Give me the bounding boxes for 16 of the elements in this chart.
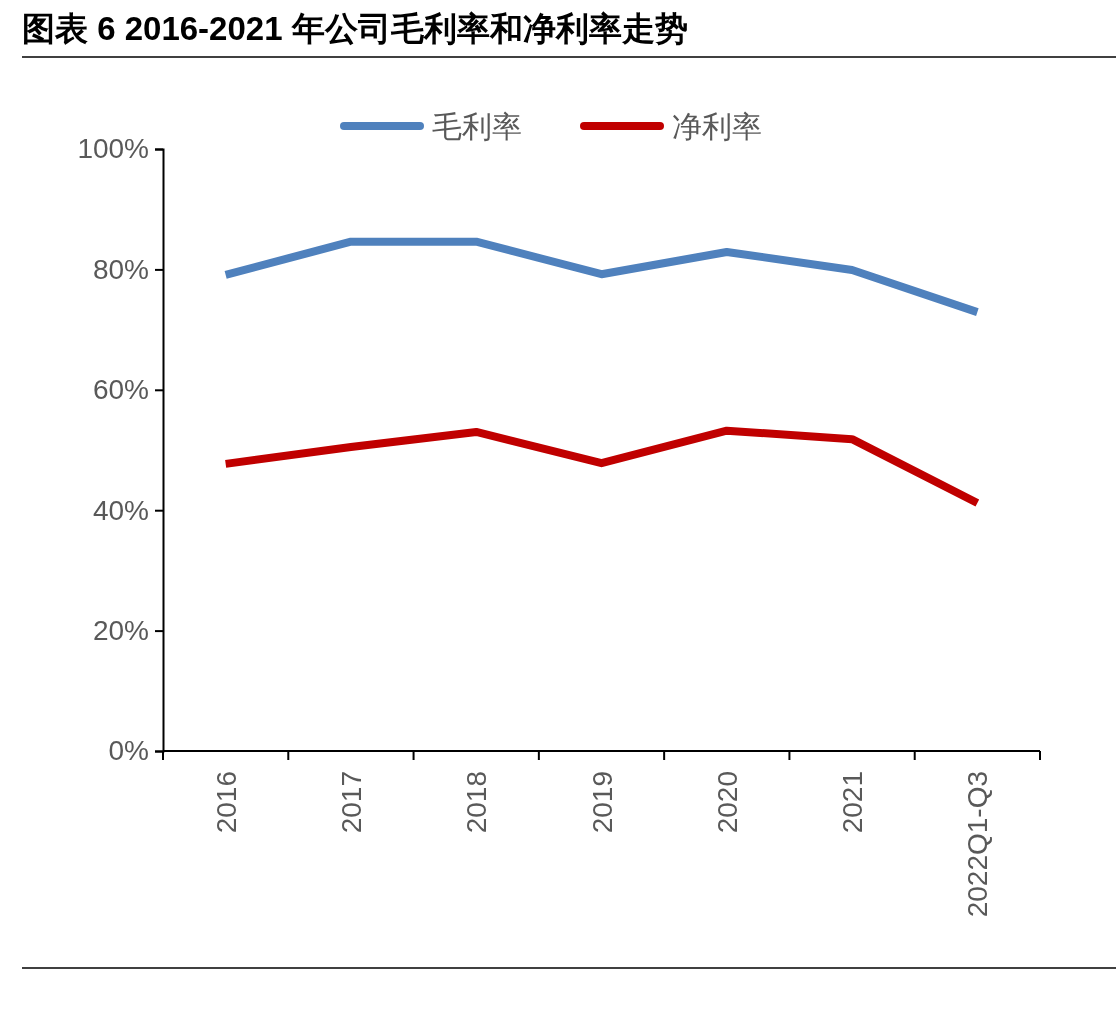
y-tick-label: 100% — [77, 133, 149, 165]
y-tick-label: 40% — [92, 494, 149, 526]
legend-label: 毛利率 — [432, 110, 522, 143]
x-tick-label: 2019 — [586, 771, 618, 834]
y-tick-label: 80% — [92, 253, 149, 285]
legend-label: 净利率 — [672, 110, 762, 143]
x-tick-label: 2016 — [210, 771, 242, 834]
y-tick-label: 0% — [108, 735, 149, 767]
x-tick-label: 2020 — [711, 771, 743, 834]
x-tick-label: 2017 — [335, 771, 367, 834]
y-tick-label: 60% — [92, 374, 149, 406]
x-tick-label: 2022Q1-Q3 — [962, 771, 994, 918]
x-tick-label: 2018 — [461, 771, 493, 834]
y-tick-label: 20% — [92, 615, 149, 647]
chart-title: 图表 6 2016-2021 年公司毛利率和净利率走势 — [22, 10, 688, 47]
x-tick-label: 2021 — [837, 771, 869, 834]
